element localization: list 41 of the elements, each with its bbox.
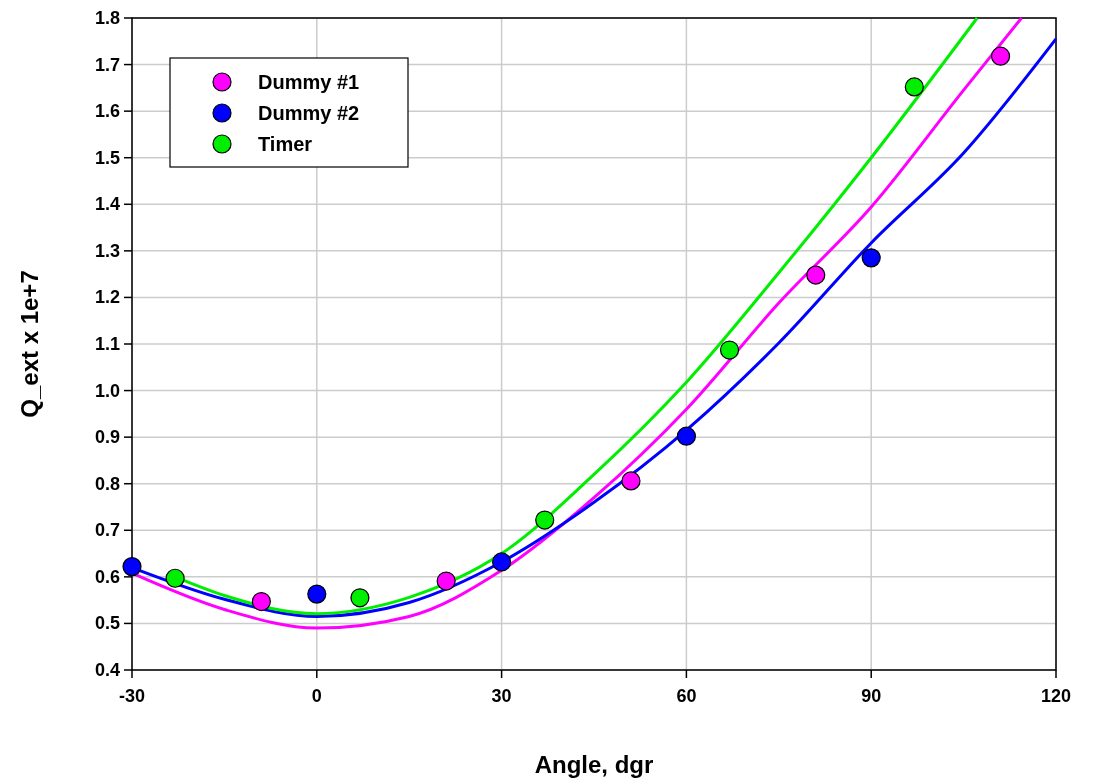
y-tick-label: 1.7 [94,54,120,75]
point [307,584,327,604]
point [436,571,456,591]
y-tick-label: 1.2 [94,287,120,308]
legend-label: Dummy #1 [258,71,360,93]
legend-label: Timer [258,133,313,155]
x-tick-label: 0 [311,686,322,706]
y-tick-label: 1.3 [94,240,120,261]
x-tick-label: 30 [491,686,512,706]
y-tick-label: 0.8 [94,473,120,494]
point [719,340,740,360]
y-tick-label: 1.6 [94,101,120,122]
y-tick-label: 1.5 [94,147,120,168]
point [350,588,370,608]
x-tick-label: 120 [1040,686,1072,706]
point [165,568,185,588]
legend-label: Dummy #2 [258,102,360,124]
point [492,552,512,572]
point [904,77,924,97]
y-tick-label: 0.7 [94,520,120,541]
point [122,557,142,577]
x-tick-label: -30 [118,686,146,706]
point [535,510,555,530]
point [990,46,1011,66]
x-axis-title: Angle, dgr [534,751,654,778]
point [251,591,271,612]
y-tick-label: 0.4 [94,660,120,680]
x-tick-label: 60 [676,686,697,706]
y-axis-title: Q_ext x 1e+7 [16,270,43,418]
point [676,426,696,446]
y-tick-label: 0.9 [94,427,120,448]
y-tick-label: 0.5 [94,613,120,634]
y-tick-label: 1.0 [94,380,120,401]
point [806,265,826,285]
point [621,471,641,491]
point [861,248,881,268]
y-tick-label: 1.8 [94,8,120,28]
y-tick-label: 0.6 [94,566,120,587]
y-tick-label: 1.1 [94,334,120,354]
x-tick-label: 90 [861,686,882,706]
y-tick-label: 1.4 [94,194,120,215]
